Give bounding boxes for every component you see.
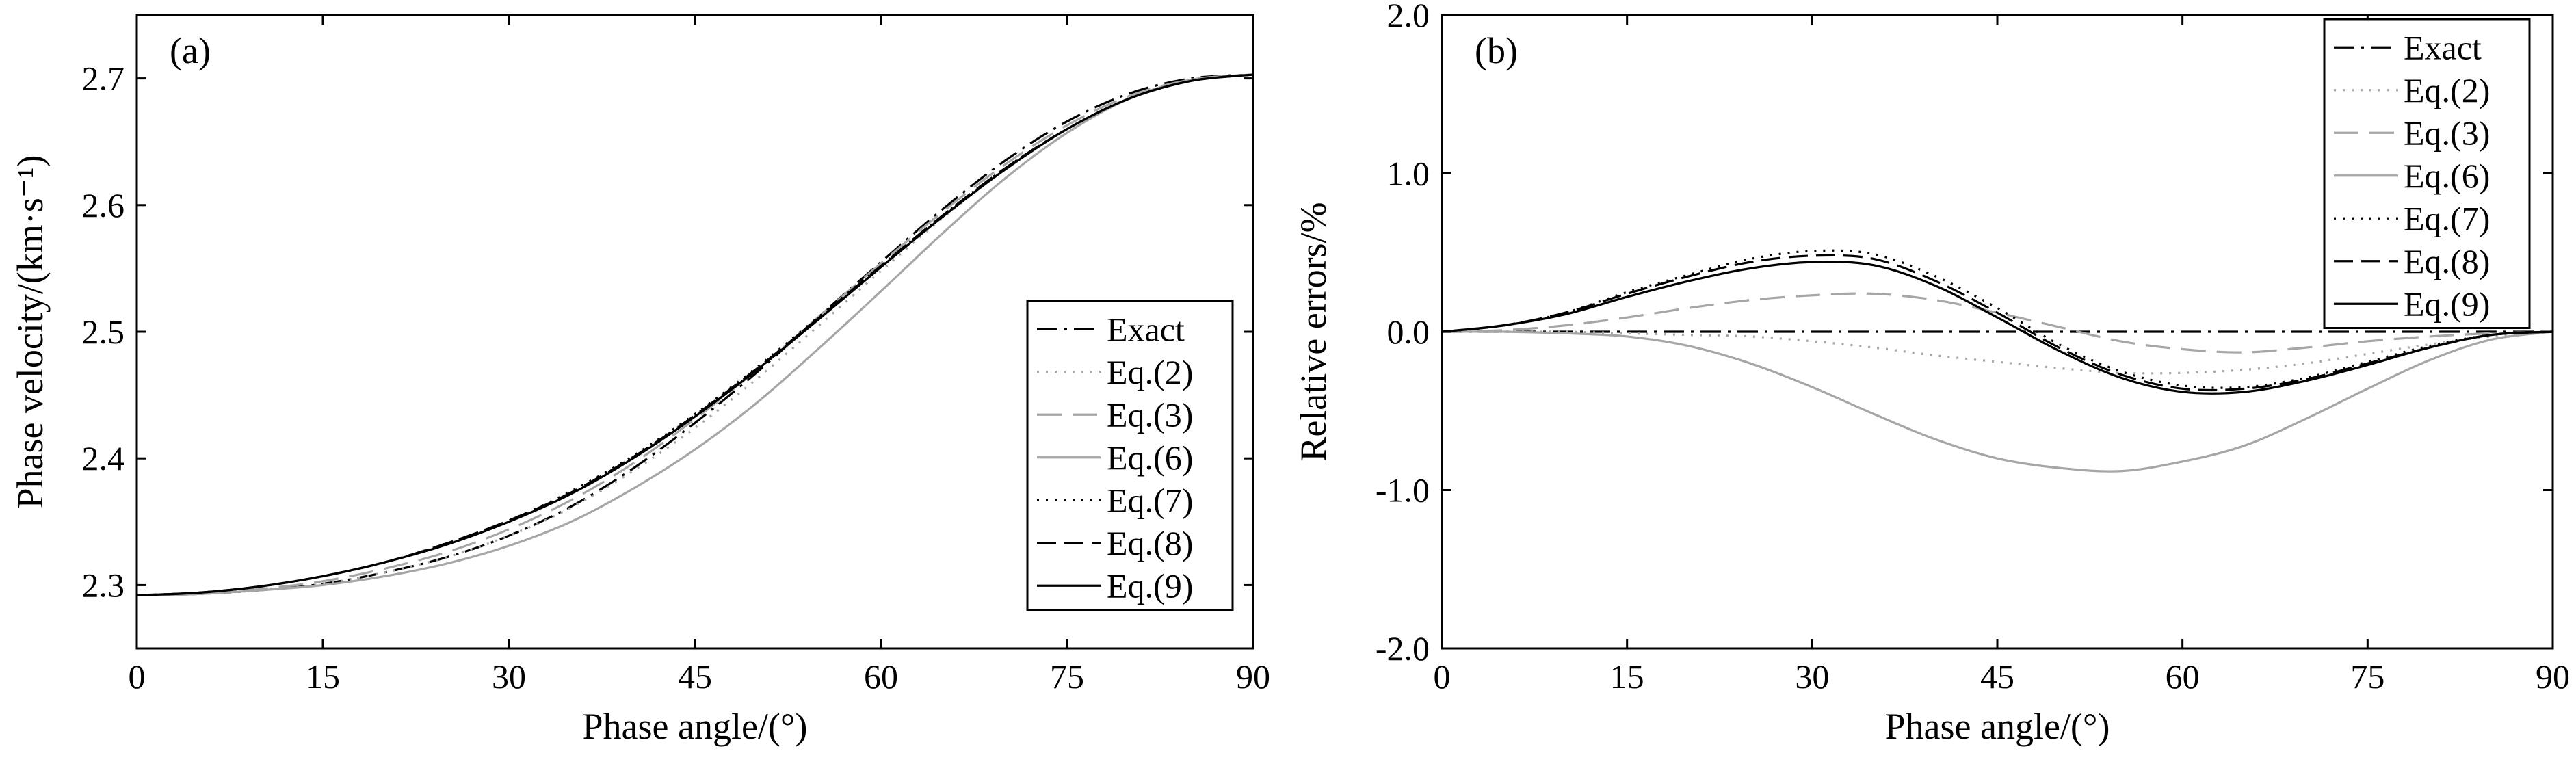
legend-label-a-2: Eq.(3) [1107, 395, 1193, 434]
x-tick-label-b-4: 60 [2166, 657, 2200, 696]
x-tick-label-a-5: 75 [1050, 657, 1084, 696]
series-line-b-6 [1442, 261, 2553, 395]
x-axis-title-b: Phase angle/(°) [1885, 706, 2110, 747]
series-group-a [137, 73, 1253, 596]
panel-label-a: (a) [170, 30, 211, 71]
x-tick-label-b-1: 15 [1610, 657, 1644, 696]
series-line-a-2 [137, 73, 1253, 596]
y-tick-label-a-1: 2.4 [82, 439, 125, 477]
x-tick-label-a-3: 45 [678, 657, 712, 696]
y-tick-label-b-3: 1.0 [1387, 155, 1430, 193]
x-tick-label-a-4: 60 [864, 657, 898, 696]
legend-label-a-1: Eq.(2) [1107, 353, 1193, 391]
y-tick-label-b-2: 0.0 [1387, 313, 1430, 351]
legend-label-b-2: Eq.(3) [2404, 114, 2490, 152]
x-tick-label-a-1: 15 [306, 657, 340, 696]
x-tick-label-a-0: 0 [129, 657, 146, 696]
x-tick-label-b-3: 45 [1980, 657, 2014, 696]
legend-label-a-5: Eq.(8) [1107, 524, 1193, 562]
chart-b: 0 15 30 45 60 75 90 -2.0 -1.0 0.0 1.0 2.0 (b) Phase a… [1293, 0, 2570, 747]
series-line-a-6 [137, 73, 1253, 596]
legend-label-b-0: Exact [2404, 28, 2482, 66]
series-line-b-5 [1442, 254, 2553, 392]
y-axis-title-b: Relative errors/% [1293, 202, 1334, 461]
y-tick-label-b-0: -2.0 [1376, 629, 1430, 668]
legend-label-a-0: Exact [1107, 310, 1185, 348]
y-axis-title-a: Phase velocity/(km·s⁻¹) [10, 155, 51, 508]
x-tick-label-b-5: 75 [2350, 657, 2384, 696]
legend-label-a-4: Eq.(7) [1107, 481, 1193, 519]
legend-label-b-5: Eq.(8) [2404, 242, 2490, 280]
y-tick-label-a-4: 2.7 [82, 60, 125, 98]
legend-label-b-3: Eq.(6) [2404, 157, 2490, 195]
y-tick-label-a-3: 2.6 [82, 186, 125, 224]
legend-label-a-6: Eq.(9) [1107, 566, 1193, 605]
x-axis-title-a: Phase angle/(°) [583, 706, 808, 747]
x-tick-label-a-2: 30 [492, 657, 526, 696]
x-tick-label-b-2: 30 [1795, 657, 1829, 696]
y-tick-label-a-0: 2.3 [82, 566, 125, 604]
chart-a: 0 15 30 45 60 75 90 2.3 2.4 2.5 2.6 2.7 (a) Phase ang… [10, 14, 1270, 747]
legend-box-a [1026, 300, 1234, 611]
x-tick-label-b-6: 90 [2536, 657, 2570, 696]
y-tick-label-b-1: -1.0 [1376, 471, 1430, 510]
series-line-b-2 [1442, 292, 2553, 354]
panel-label-b: (b) [1475, 30, 1518, 71]
series-line-b-3 [1442, 330, 2553, 473]
series-line-a-3 [137, 73, 1253, 596]
y-tick-label-b-4: 2.0 [1387, 0, 1430, 34]
legend-box-b [2323, 18, 2531, 329]
y-tick-label-a-2: 2.5 [82, 313, 125, 351]
legend-label-b-4: Eq.(7) [2404, 199, 2490, 237]
legend-a: Exact Eq.(2) Eq.(3) Eq.(6) Eq.(7) Eq.(8) Eq.(9… [1026, 300, 1234, 611]
x-tick-label-b-0: 0 [1434, 657, 1451, 696]
x-tick-label-a-6: 90 [1236, 657, 1270, 696]
series-group-b [1442, 249, 2553, 473]
legend-label-b-6: Eq.(9) [2404, 285, 2490, 323]
series-line-a-1 [137, 73, 1253, 596]
legend-label-b-1: Eq.(2) [2404, 71, 2490, 109]
legend-b: Exact Eq.(2) Eq.(3) Eq.(6) Eq.(7) Eq.(8) Eq.(9… [2323, 18, 2531, 329]
series-line-a-0 [137, 73, 1253, 596]
legend-label-a-3: Eq.(6) [1107, 438, 1193, 477]
